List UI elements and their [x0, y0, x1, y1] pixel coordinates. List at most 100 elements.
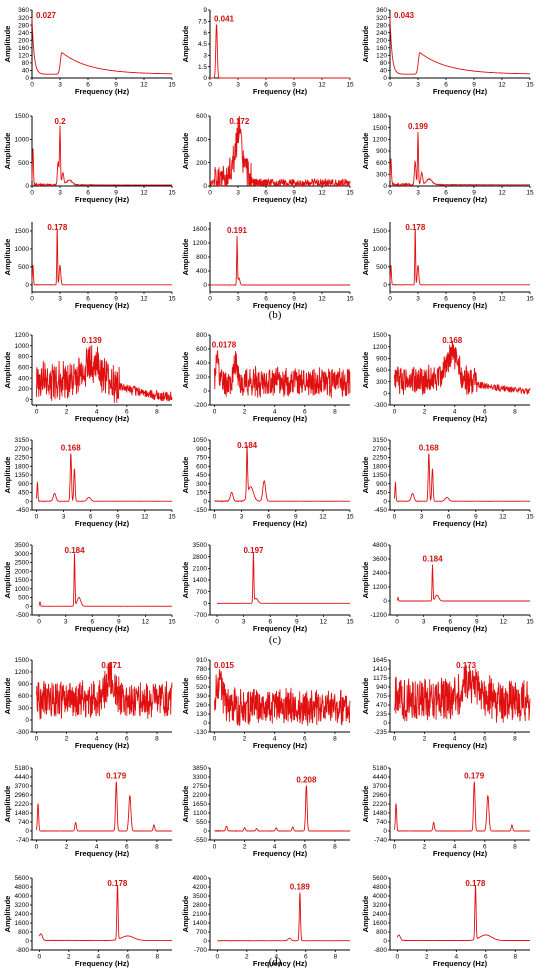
- peak-annotation: 0.139: [82, 336, 103, 345]
- y-axis-label: Amplitude: [3, 239, 12, 276]
- x-tick-label: 0: [35, 409, 39, 416]
- y-tick-label: 1800: [373, 113, 388, 120]
- y-tick-label: 2250: [15, 455, 30, 462]
- spectrum-line: [38, 553, 172, 607]
- y-tick-label: 80: [22, 60, 30, 67]
- y-tick-label: 0: [25, 75, 29, 82]
- y-tick-label: 390: [196, 693, 207, 700]
- y-tick-label: 400: [196, 137, 207, 144]
- x-tick-label: 15: [168, 82, 176, 89]
- x-axis-label: Frequency (Hz): [433, 741, 488, 750]
- y-tick-label: 740: [376, 819, 387, 826]
- y-tick-label: 1200: [15, 669, 30, 676]
- y-tick-label: 2400: [373, 911, 388, 918]
- x-tick-label: 15: [168, 190, 176, 197]
- peak-annotation: 0.168: [61, 444, 82, 453]
- y-tick-label: 1500: [15, 577, 30, 584]
- y-tick-label: -130: [194, 729, 207, 736]
- x-tick-label: 0: [213, 409, 217, 416]
- spectrum-line: [214, 445, 350, 503]
- y-tick-label: 800: [196, 254, 207, 261]
- y-tick-label: 3200: [15, 902, 30, 909]
- x-tick-label: 0: [388, 82, 392, 89]
- spectrum-line: [394, 453, 531, 502]
- x-tick-label: 12: [140, 296, 148, 303]
- chart-19: -300 0 300 600 900 1200 1500 0 2 4 6 8 Frequency (Hz…: [3, 657, 173, 750]
- spectrum-line: [389, 17, 530, 75]
- y-tick-label: 2700: [373, 446, 388, 453]
- y-tick-label: 1500: [15, 113, 30, 120]
- y-tick-label: 2250: [373, 455, 388, 462]
- y-tick-label: 4900: [193, 875, 208, 882]
- spectrum-line: [396, 885, 530, 942]
- x-tick-label: 8: [513, 954, 517, 961]
- y-tick-label: 1350: [15, 472, 30, 479]
- x-tick-label: 4: [273, 409, 277, 416]
- y-axis-label: Amplitude: [361, 678, 370, 715]
- y-tick-label: -450: [16, 507, 29, 514]
- y-tick-label: 600: [18, 693, 29, 700]
- x-tick-label: 3: [236, 190, 240, 197]
- y-tick-label: 1800: [15, 463, 30, 470]
- spectrum-line: [31, 17, 172, 75]
- y-tick-label: 3600: [373, 556, 388, 563]
- x-tick-label: 0: [213, 736, 217, 743]
- x-tick-label: 6: [303, 736, 307, 743]
- y-tick-label: 400: [196, 268, 207, 275]
- x-tick-label: 6: [264, 82, 268, 89]
- x-tick-label: 0: [30, 190, 34, 197]
- y-tick-label: 0: [25, 603, 29, 610]
- x-tick-label: 8: [333, 844, 337, 851]
- y-tick-label: 300: [376, 172, 387, 179]
- y-tick-label: 300: [376, 379, 387, 386]
- peak-annotation: 0.168: [419, 444, 440, 453]
- y-tick-label: 1200: [15, 332, 30, 339]
- y-tick-label: 1600: [193, 226, 208, 233]
- y-tick-label: 2500: [15, 560, 30, 567]
- y-tick-label: 4800: [373, 542, 388, 549]
- x-tick-label: 12: [498, 296, 506, 303]
- y-tick-label: 260: [196, 702, 207, 709]
- y-tick-label: 3500: [15, 542, 30, 549]
- y-tick-label: 1800: [373, 463, 388, 470]
- spectrum-line: [214, 785, 350, 833]
- y-tick-label: 1500: [15, 657, 30, 664]
- peak-annotation: 0.2: [54, 117, 66, 126]
- y-tick-label: 2960: [373, 792, 388, 799]
- peak-annotation: 0.184: [423, 555, 444, 564]
- y-tick-label: 1200: [373, 137, 388, 144]
- y-tick-label: 910: [196, 657, 207, 664]
- y-tick-label: 4000: [15, 893, 30, 900]
- chart-20: -130 0 130 260 390 520 650 780 910 0 2 4 6 8 Frequency…: [181, 657, 351, 750]
- y-axis-label: Amplitude: [181, 26, 190, 63]
- y-tick-label: 1650: [193, 801, 208, 808]
- y-tick-label: 80: [380, 60, 388, 67]
- y-tick-label: 940: [376, 684, 387, 691]
- x-tick-label: 0: [393, 736, 397, 743]
- x-tick-label: 2: [243, 736, 247, 743]
- y-tick-label: 3500: [193, 893, 208, 900]
- panel-label-c: (c): [268, 634, 282, 646]
- y-tick-label: 4440: [15, 774, 30, 781]
- x-tick-label: 0: [35, 736, 39, 743]
- x-tick-label: 8: [155, 736, 159, 743]
- y-tick-label: 1500: [373, 125, 388, 132]
- chart-25: -800 0 800 1600 2400 3200 4000 4800 5600 0 2 4 6 8 Fre…: [3, 875, 172, 968]
- y-axis-label: Amplitude: [361, 896, 370, 933]
- peak-annotation: 0.191: [227, 226, 248, 235]
- chart-10: 0 200 400 600 800 1000 1200 0 2 4 6 8 Frequency (Hz)…: [3, 332, 173, 423]
- x-tick-label: 6: [483, 409, 487, 416]
- x-tick-label: 9: [474, 514, 478, 521]
- y-tick-label: 0: [383, 183, 387, 190]
- y-axis-label: Amplitude: [181, 896, 190, 933]
- y-tick-label: 500: [376, 264, 387, 271]
- x-axis-label: Frequency (Hz): [433, 959, 488, 968]
- spectrum-line: [214, 669, 351, 727]
- x-tick-label: 15: [168, 514, 176, 521]
- x-tick-label: 4: [455, 954, 459, 961]
- x-tick-label: 0: [38, 954, 42, 961]
- x-tick-label: 2: [423, 736, 427, 743]
- y-axis-label: Amplitude: [181, 133, 190, 170]
- x-tick-label: 2: [65, 409, 69, 416]
- x-axis-label: Frequency (Hz): [75, 519, 130, 528]
